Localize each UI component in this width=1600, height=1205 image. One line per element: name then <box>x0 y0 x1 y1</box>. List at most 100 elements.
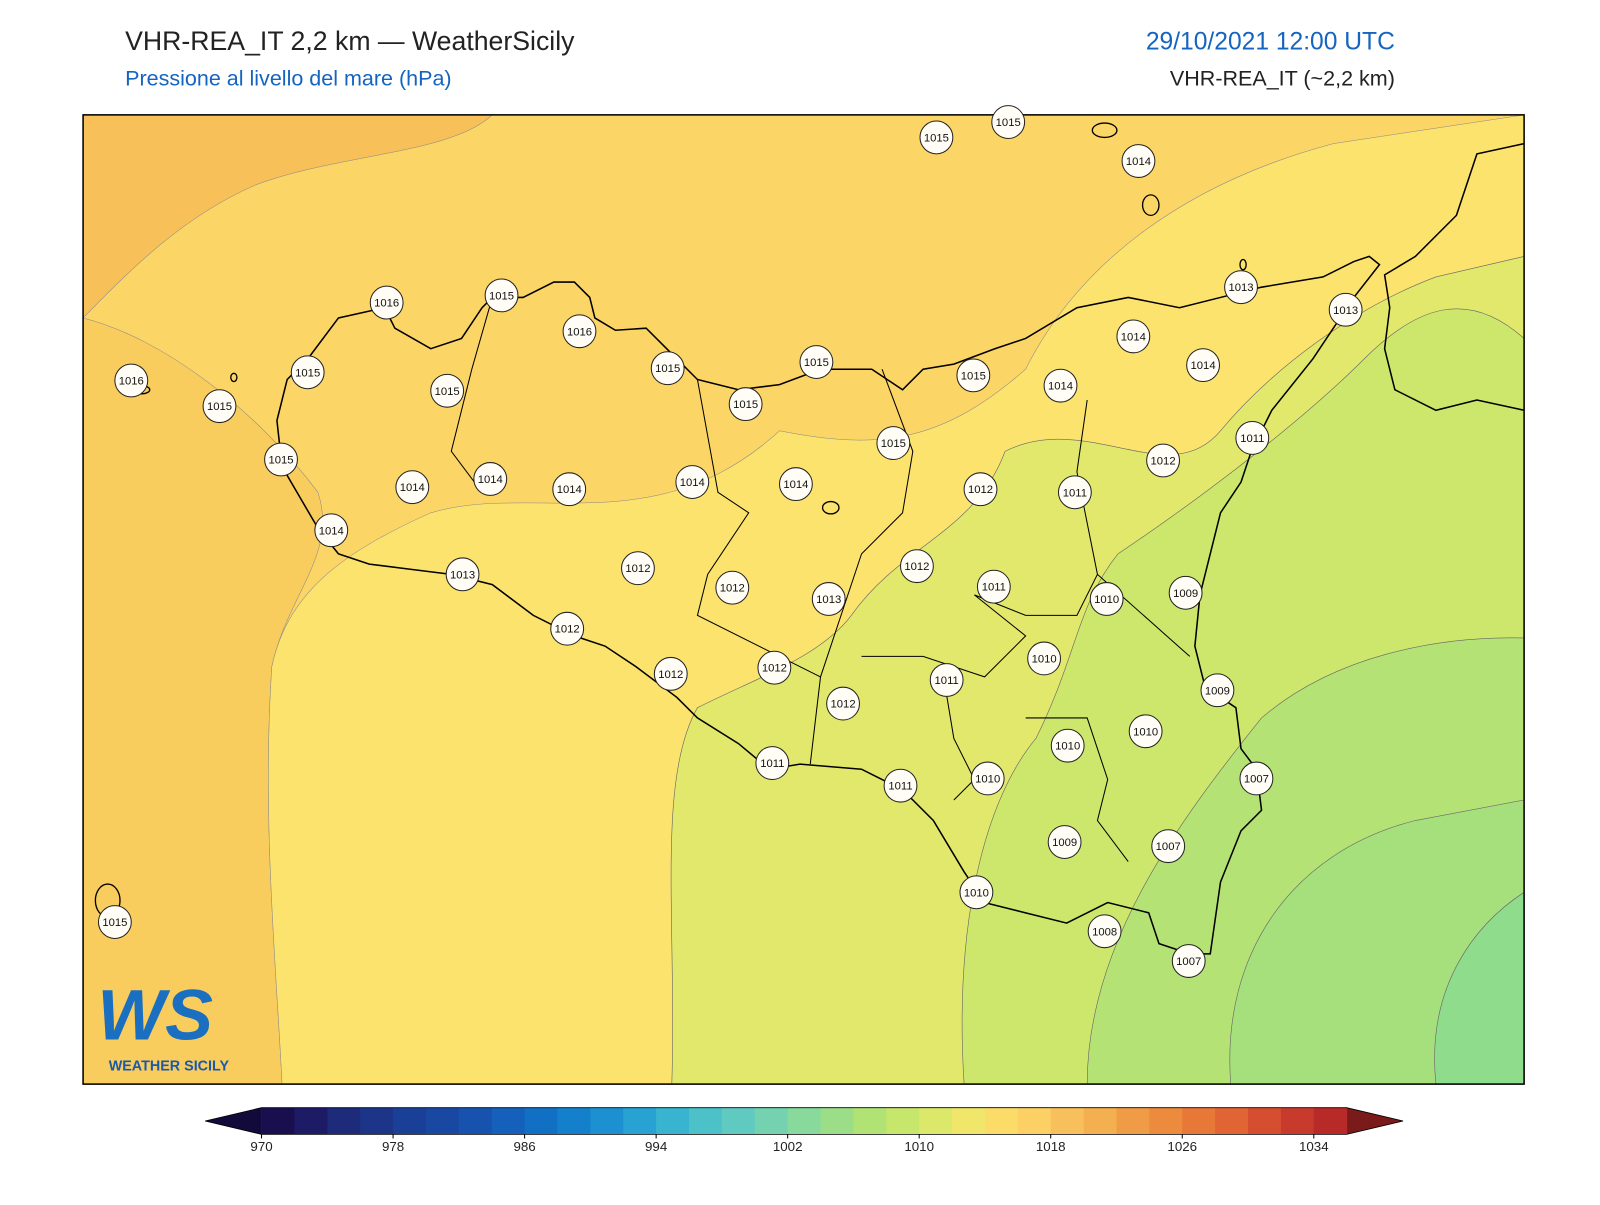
station: 1014 <box>1116 319 1151 354</box>
station-marker <box>97 905 132 939</box>
station: 1013 <box>1224 270 1258 305</box>
station: 1015 <box>650 351 685 386</box>
station-value: 1011 <box>935 675 959 687</box>
station-marker <box>264 442 298 477</box>
station-value: 1010 <box>964 887 989 899</box>
station-marker <box>1171 944 1206 978</box>
colorbar-segment <box>458 1107 493 1135</box>
station-marker <box>1168 575 1203 610</box>
station: 1015 <box>264 442 298 477</box>
station-marker <box>826 686 860 721</box>
colorbar-segment <box>886 1107 920 1135</box>
station-value: 1015 <box>207 401 232 413</box>
station: 1010 <box>1128 714 1163 749</box>
station-marker <box>1235 421 1270 455</box>
colorbar-segment <box>853 1107 887 1135</box>
colorbar-segment <box>984 1107 1019 1135</box>
station-marker <box>1027 641 1062 676</box>
station-value: 1014 <box>557 484 582 496</box>
station: 1009 <box>1168 575 1203 610</box>
colorbar-segment <box>1149 1107 1183 1135</box>
station: 1012 <box>826 686 860 721</box>
colorbar-segment <box>1248 1107 1282 1135</box>
station: 1011 <box>1057 475 1092 510</box>
station-marker <box>484 278 519 313</box>
station-value: 1013 <box>1228 282 1253 294</box>
station-value: 1012 <box>831 699 856 711</box>
station-marker <box>757 650 792 685</box>
colorbar-segment <box>689 1107 723 1135</box>
station-marker <box>1047 825 1082 859</box>
station: 1014 <box>314 513 349 548</box>
station: 1011 <box>976 569 1011 604</box>
stations: 1015 1015 1014 1013 1013 1016 1015 1016 1016 1015… <box>97 105 1363 978</box>
station: 1010 <box>1089 582 1124 616</box>
title: VHR-REA_IT 2,2 km — WeatherSicily <box>125 26 575 56</box>
station: 1014 <box>473 462 508 496</box>
station-value: 1014 <box>400 482 425 494</box>
station-marker <box>621 551 655 586</box>
station: 1016 <box>114 363 149 398</box>
station: 1014 <box>1121 144 1156 178</box>
station-marker <box>445 557 480 592</box>
station-value: 1015 <box>295 367 320 379</box>
station-marker <box>715 570 750 605</box>
station-value: 1015 <box>961 370 986 382</box>
station-marker <box>883 768 918 803</box>
station: 1015 <box>991 105 1026 139</box>
station-marker <box>114 363 149 398</box>
colorbar-segment <box>721 1107 756 1135</box>
station-value: 1013 <box>1333 305 1358 317</box>
station-marker <box>919 120 954 155</box>
station: 1015 <box>876 426 911 460</box>
station-value: 1016 <box>567 326 592 338</box>
station: 1012 <box>715 570 750 605</box>
station-marker <box>1151 829 1186 864</box>
station-marker <box>552 472 587 507</box>
colorbar-over <box>1346 1107 1404 1135</box>
station: 1011 <box>1235 421 1270 455</box>
station: 1007 <box>1239 761 1274 796</box>
station-value: 1012 <box>968 484 993 496</box>
station-marker <box>929 663 964 697</box>
station-value: 1014 <box>1126 156 1151 168</box>
station-value: 1009 <box>1205 685 1230 697</box>
station-value: 1010 <box>975 773 1000 785</box>
station: 1013 <box>811 582 846 616</box>
station-value: 1010 <box>1133 726 1158 738</box>
station-marker <box>1328 292 1363 327</box>
colorbar-segment <box>1215 1107 1249 1135</box>
station-value: 1012 <box>904 561 929 573</box>
colorbar-segment <box>1050 1107 1085 1135</box>
station: 1012 <box>1146 443 1180 478</box>
station-value: 1015 <box>435 386 460 398</box>
station-marker <box>755 746 790 780</box>
station-value: 1015 <box>881 438 906 450</box>
station: 1012 <box>963 472 998 507</box>
station-value: 1011 <box>982 582 1006 594</box>
station-value: 1012 <box>555 624 580 636</box>
station-value: 1013 <box>816 594 841 606</box>
station: 1014 <box>552 472 587 507</box>
station-value: 1014 <box>680 477 705 489</box>
station-marker <box>653 656 688 691</box>
station: 1016 <box>562 314 597 349</box>
station-marker <box>1121 144 1156 178</box>
station: 1012 <box>899 549 934 584</box>
colorbar-segment <box>919 1107 953 1135</box>
station-marker <box>314 513 349 548</box>
station-value: 1015 <box>804 357 829 369</box>
station-marker <box>395 470 430 505</box>
colorbar-tick-label: 978 <box>382 1139 404 1154</box>
station-marker <box>675 465 710 499</box>
station-value: 1014 <box>1048 381 1073 393</box>
colorbar-segment <box>557 1107 591 1135</box>
colorbar-tick-label: 994 <box>645 1139 668 1154</box>
station: 1009 <box>1200 673 1235 708</box>
station-value: 1015 <box>924 132 949 144</box>
station-marker <box>1200 673 1235 708</box>
station-value: 1012 <box>762 663 787 675</box>
colorbar-tick-label: 1010 <box>904 1139 934 1154</box>
station: 1012 <box>757 650 792 685</box>
